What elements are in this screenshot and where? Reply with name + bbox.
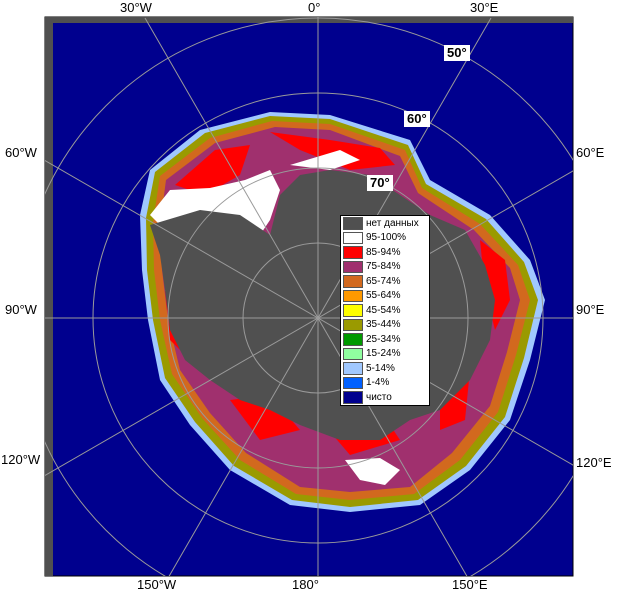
legend-item: 85-94% — [341, 245, 429, 260]
lon-label-150w: 150°W — [137, 577, 177, 592]
legend-swatch — [343, 304, 363, 317]
legend-swatch — [343, 391, 363, 404]
legend-label: 55-64% — [366, 290, 401, 302]
legend-item: 95-100% — [341, 231, 429, 246]
legend-swatch — [343, 246, 363, 259]
lon-label-120e: 120°E — [576, 455, 612, 470]
lon-label-30e: 30°E — [470, 0, 499, 15]
legend-label: 25-34% — [366, 333, 401, 345]
lon-label-60w: 60°W — [5, 145, 37, 160]
legend-item: 1-4% — [341, 376, 429, 391]
legend-label: 1-4% — [366, 377, 390, 389]
legend-swatch — [343, 347, 363, 360]
legend-label: 65-74% — [366, 275, 401, 287]
legend-item: 55-64% — [341, 289, 429, 304]
legend-label: 85-94% — [366, 246, 401, 258]
lat-label-70: 70° — [367, 175, 393, 191]
legend-swatch — [343, 376, 363, 389]
lat-label-50: 50° — [444, 45, 470, 61]
lon-label-180: 180° — [292, 577, 319, 592]
legend-item: 5-14% — [341, 361, 429, 376]
lon-label-0: 0° — [308, 0, 321, 15]
legend-swatch — [343, 289, 363, 302]
legend-item: 35-44% — [341, 318, 429, 333]
legend-label: 45-54% — [366, 304, 401, 316]
lon-label-30w: 30°W — [120, 0, 152, 15]
lon-label-90w: 90°W — [5, 302, 37, 317]
legend-swatch — [343, 275, 363, 288]
no-data-strip — [45, 17, 573, 23]
legend-swatch — [343, 231, 363, 244]
legend: нет данных 95-100% 85-94% 75-84% 65-74% 55-64… — [340, 215, 430, 406]
legend-item: 45-54% — [341, 303, 429, 318]
lat-label-60: 60° — [404, 111, 430, 127]
legend-swatch — [343, 333, 363, 346]
legend-item: чисто — [341, 390, 429, 405]
legend-label: 95-100% — [366, 232, 407, 244]
legend-swatch — [343, 362, 363, 375]
legend-label: 75-84% — [366, 261, 401, 273]
legend-swatch — [343, 260, 363, 273]
legend-item: 65-74% — [341, 274, 429, 289]
legend-item: 15-24% — [341, 347, 429, 362]
lon-label-120w: 120°W — [1, 452, 41, 467]
legend-label: 5-14% — [366, 362, 395, 374]
legend-swatch — [343, 318, 363, 331]
legend-label: чисто — [366, 391, 392, 403]
legend-label: 15-24% — [366, 348, 401, 360]
legend-label: нет данных — [366, 217, 419, 229]
lon-label-150e: 150°E — [452, 577, 488, 592]
legend-item: 25-34% — [341, 332, 429, 347]
lon-label-90e: 90°E — [576, 302, 605, 317]
legend-label: 35-44% — [366, 319, 401, 331]
legend-item: нет данных — [341, 216, 429, 231]
legend-item: 75-84% — [341, 260, 429, 275]
lon-label-60e: 60°E — [576, 145, 605, 160]
legend-swatch — [343, 217, 363, 230]
